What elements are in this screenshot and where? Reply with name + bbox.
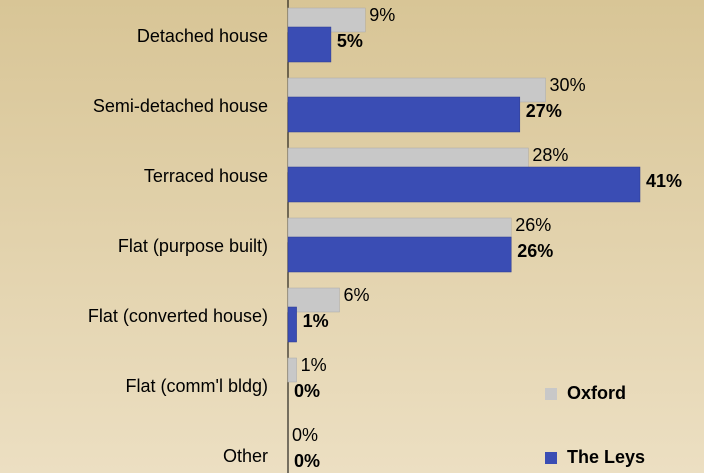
bar xyxy=(287,96,521,133)
value-label: 0% xyxy=(294,451,320,471)
value-label: 1% xyxy=(301,355,327,375)
value-label: 5% xyxy=(337,31,363,51)
category-label: Detached house xyxy=(137,26,268,46)
bar xyxy=(287,287,340,313)
category-label: Other xyxy=(223,446,268,466)
value-label: 26% xyxy=(515,215,551,235)
category-label: Flat (converted house) xyxy=(88,306,268,326)
category-label: Flat (comm'l bldg) xyxy=(126,376,268,396)
category-label: Semi-detached house xyxy=(93,96,268,116)
value-label: 1% xyxy=(303,311,329,331)
bar xyxy=(287,236,512,273)
value-label: 0% xyxy=(294,381,320,401)
legend-label: The Leys xyxy=(567,447,645,467)
bar xyxy=(287,306,297,343)
bar xyxy=(287,166,641,203)
value-label: 30% xyxy=(550,75,586,95)
category-label: Terraced house xyxy=(144,166,268,186)
legend-swatch xyxy=(545,452,557,464)
bar xyxy=(287,357,297,383)
legend-label: Oxford xyxy=(567,383,626,403)
value-label: 9% xyxy=(369,5,395,25)
category-label: Flat (purpose built) xyxy=(118,236,268,256)
value-label: 27% xyxy=(526,101,562,121)
bar xyxy=(287,26,332,63)
legend-swatch xyxy=(545,388,557,400)
value-label: 26% xyxy=(517,241,553,261)
value-label: 28% xyxy=(532,145,568,165)
value-label: 0% xyxy=(292,425,318,445)
value-label: 41% xyxy=(646,171,682,191)
value-label: 6% xyxy=(344,285,370,305)
